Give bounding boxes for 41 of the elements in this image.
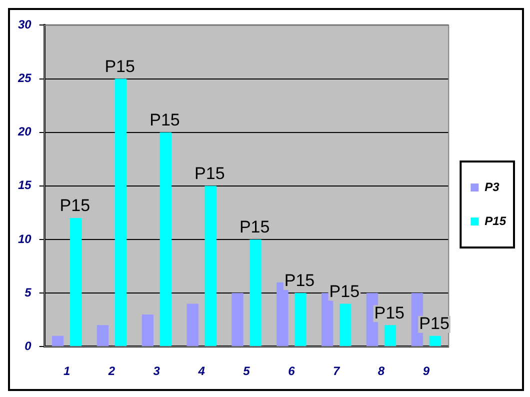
bar <box>232 293 244 346</box>
y-tick-label: 25 <box>16 71 32 86</box>
x-tick-label: 9 <box>422 364 430 378</box>
annotation: P15 <box>284 271 315 290</box>
x-tick-label: 8 <box>378 364 385 378</box>
x-tick-label: 6 <box>288 364 296 378</box>
y-tick-label: 30 <box>18 18 32 32</box>
bar <box>96 325 109 346</box>
annotation: P15 <box>374 303 404 322</box>
x-tick-label: 5 <box>243 364 250 378</box>
annotation: P15 <box>150 110 180 130</box>
annotation: P15 <box>104 56 135 76</box>
x-tick-label: 3 <box>153 364 160 378</box>
bar <box>160 132 172 346</box>
annotation: P15 <box>239 218 270 237</box>
y-tick-label: 10 <box>18 232 32 246</box>
bar <box>429 336 442 346</box>
annotation: P15 <box>329 282 360 301</box>
legend-label: P3 <box>484 180 500 194</box>
bar <box>114 78 127 346</box>
bar <box>339 304 352 346</box>
annotation: P15 <box>194 164 225 184</box>
bar <box>142 314 154 346</box>
x-tick-label: 1 <box>63 364 70 378</box>
x-tick-label: 7 <box>333 364 341 378</box>
x-tick-label: 4 <box>197 364 206 378</box>
y-tick-label: 20 <box>16 124 32 139</box>
bar <box>186 304 198 346</box>
bar <box>384 325 396 346</box>
y-tick-label: 5 <box>24 285 32 300</box>
annotation: P15 <box>419 314 450 334</box>
x-tick-label: 2 <box>107 364 116 378</box>
legend-label: P15 <box>484 214 506 228</box>
bar <box>70 218 82 346</box>
bar <box>52 336 64 346</box>
bar <box>250 239 262 346</box>
y-tick-label: 0 <box>24 338 32 353</box>
bar <box>204 186 216 346</box>
annotation: P15 <box>60 196 90 216</box>
bar <box>294 293 306 346</box>
y-tick-label: 15 <box>18 178 32 192</box>
